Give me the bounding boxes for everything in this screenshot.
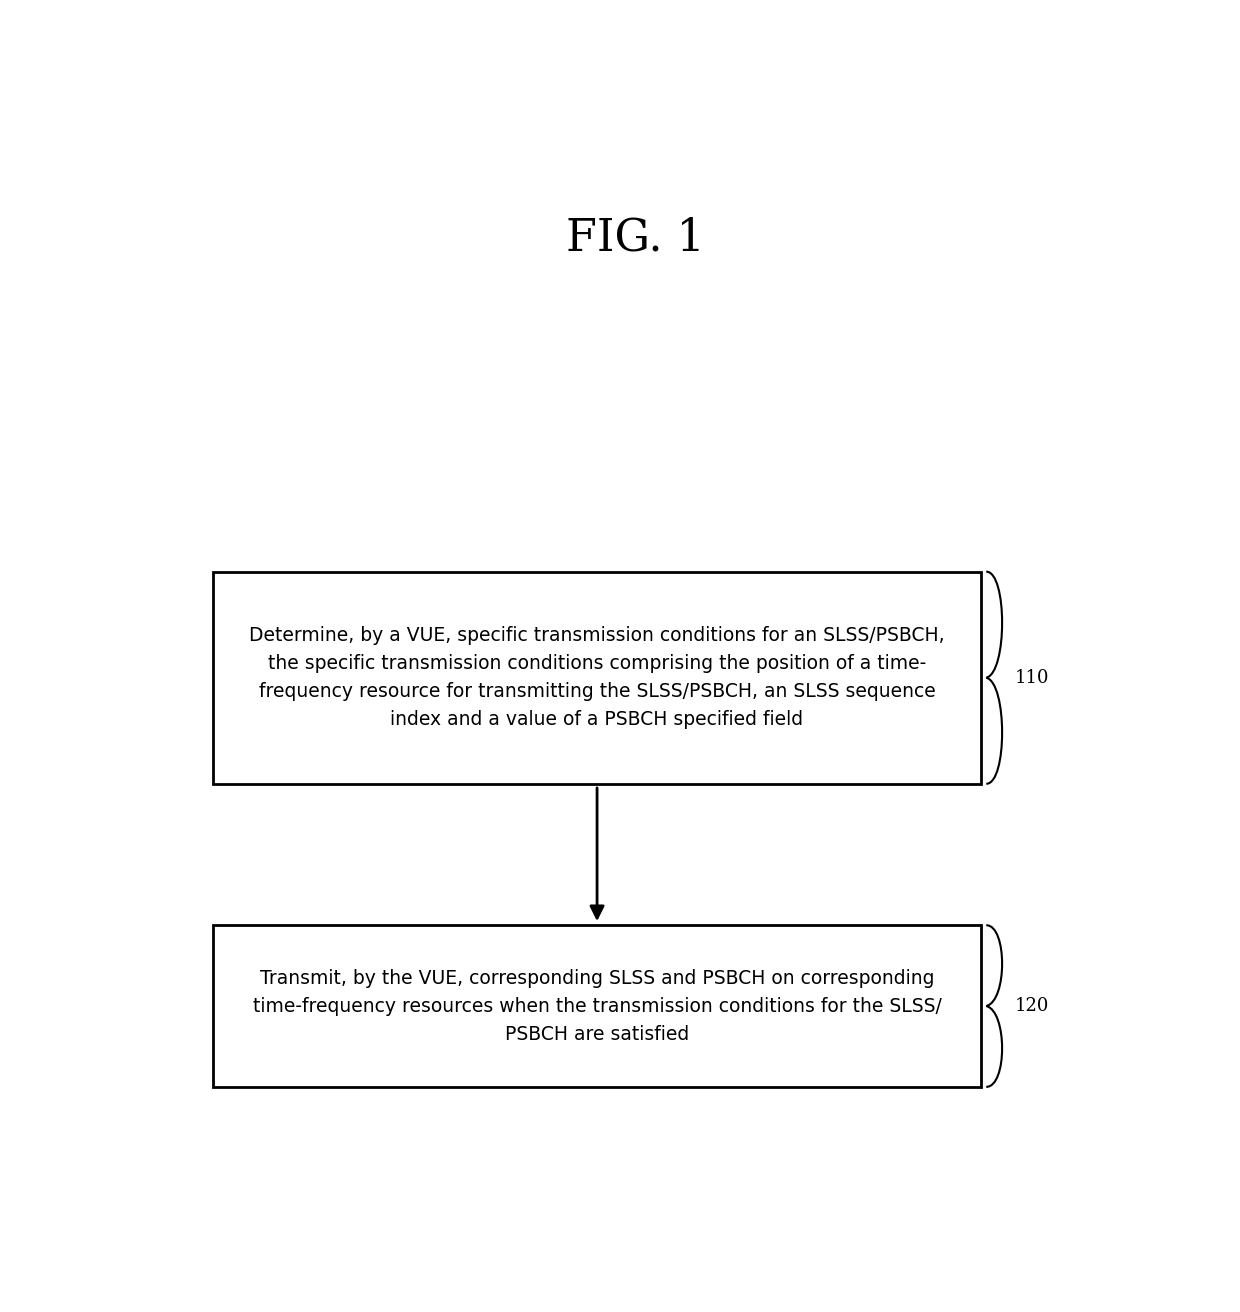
Text: 120: 120 xyxy=(1016,997,1049,1015)
Bar xyxy=(213,572,982,783)
Text: Transmit, by the VUE, corresponding SLSS and PSBCH on corresponding
time-frequen: Transmit, by the VUE, corresponding SLSS… xyxy=(253,968,941,1043)
Text: FIG. 1: FIG. 1 xyxy=(567,216,704,260)
Text: Determine, by a VUE, specific transmission conditions for an SLSS/PSBCH,
the spe: Determine, by a VUE, specific transmissi… xyxy=(249,626,945,729)
Bar xyxy=(213,925,982,1086)
Text: 110: 110 xyxy=(1016,669,1049,686)
